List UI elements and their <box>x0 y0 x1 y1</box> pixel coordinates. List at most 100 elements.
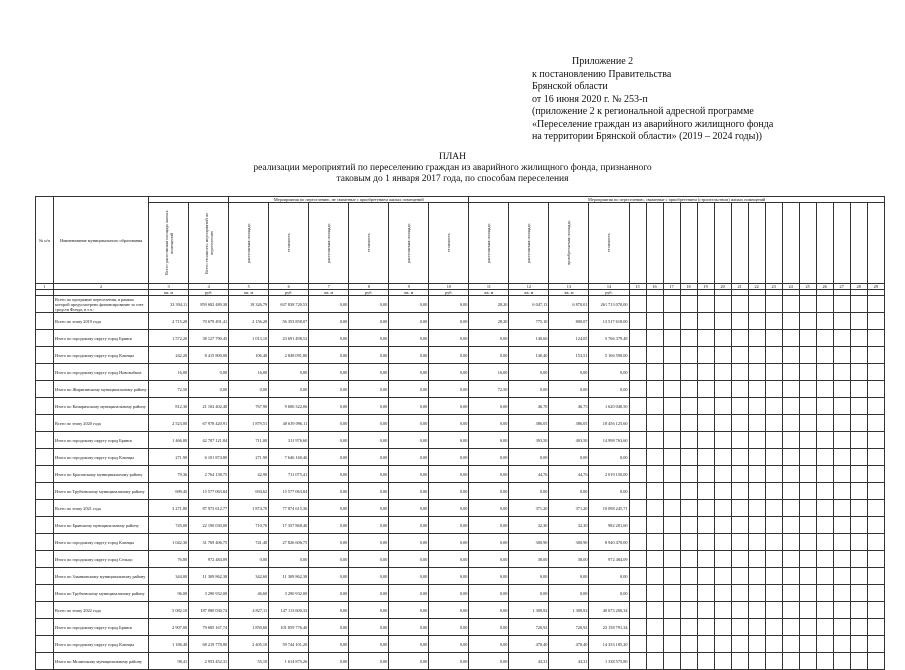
empty-cell <box>679 516 698 534</box>
empty-cell <box>866 482 886 500</box>
row-name: Всего по этапу 2022 года <box>53 601 150 619</box>
empty-cell <box>798 652 817 670</box>
row-name: Итого по городскому округу город Брянск <box>53 618 150 636</box>
row-value: 0,00 <box>388 652 430 670</box>
row-value: 0,00 <box>388 329 430 347</box>
empty-cell <box>747 499 766 517</box>
row-value: 70 679 491,41 <box>188 312 230 330</box>
row-value: 0,00 <box>308 652 350 670</box>
empty-cell <box>866 329 886 347</box>
row-value: 38,00 <box>508 550 550 568</box>
empty-cell <box>866 516 886 534</box>
empty-cell <box>730 312 749 330</box>
row-value: 0,00 <box>428 567 470 585</box>
empty-cell <box>730 346 749 364</box>
row-value: 23 691 498,52 <box>268 329 310 347</box>
plan-title: ПЛАН реализации мероприятий по переселени… <box>0 152 905 185</box>
row-value: 0,00 <box>588 380 630 398</box>
empty-cell <box>747 380 766 398</box>
empty-cell <box>764 550 783 568</box>
empty-cell <box>815 465 834 483</box>
row-value: 371,20 <box>508 499 550 517</box>
empty-cell <box>866 550 886 568</box>
empty-cell <box>866 652 886 670</box>
row-name: Всего по этапу 2020 года <box>53 414 150 432</box>
header-cell: расселяемая площадь <box>388 202 430 284</box>
row-value: 0,00 <box>428 380 470 398</box>
row-value: 1 620 040,50 <box>588 397 630 415</box>
empty-cell <box>730 448 749 466</box>
row-number-cell <box>34 414 55 432</box>
row-value: 0,00 <box>388 601 430 619</box>
row-name: Итого по городскому округу город Клинцы <box>53 533 150 551</box>
row-value: 0,00 <box>428 448 470 466</box>
row-number-cell <box>34 516 55 534</box>
empty-cell <box>662 414 681 432</box>
row-value: 5 082,10 <box>148 601 190 619</box>
row-value: 77 874 615,36 <box>268 499 310 517</box>
row-value: 6 101 874,80 <box>188 448 230 466</box>
header-line: (приложение 2 к региональной адресной пр… <box>532 106 754 117</box>
empty-cell <box>798 465 817 483</box>
row-value: 0,00 <box>428 414 470 432</box>
header-line: от 16 июня 2020 г. № 253-п <box>532 93 648 105</box>
empty-cell <box>696 363 715 381</box>
row-value: 16,00 <box>228 363 270 381</box>
empty-cell <box>747 652 766 670</box>
empty-cell <box>849 601 868 619</box>
row-value: 271,90 <box>228 448 270 466</box>
empty-cell <box>849 414 868 432</box>
empty-cell <box>866 295 886 313</box>
empty-cell <box>764 312 783 330</box>
row-value: 79 685 167,74 <box>188 618 230 636</box>
empty-cell <box>849 516 868 534</box>
row-value: 637 838 720,53 <box>268 295 310 313</box>
empty-cell <box>798 363 817 381</box>
row-value: 0,00 <box>308 567 350 585</box>
empty-cell <box>713 601 732 619</box>
empty-cell <box>815 618 834 636</box>
header-cell <box>781 202 800 284</box>
data-row: Итого по городскому округу город Сельцо 7… <box>34 550 886 568</box>
empty-cell <box>832 346 851 364</box>
row-value: 0,00 <box>348 414 390 432</box>
empty-cell <box>832 482 851 500</box>
row-value: 4 827,11 <box>228 601 270 619</box>
empty-cell <box>764 397 783 415</box>
row-value: 68 219 778,80 <box>188 635 230 653</box>
row-value: 0,00 <box>348 550 390 568</box>
empty-cell <box>866 312 886 330</box>
header-cell <box>645 202 664 284</box>
empty-cell <box>713 499 732 517</box>
row-number-cell <box>34 584 55 602</box>
row-value: 2 019 150,00 <box>588 465 630 483</box>
row-value: 14 998 763,60 <box>588 431 630 449</box>
row-value: 1 572,20 <box>148 329 190 347</box>
row-value: 261 713 070,00 <box>588 295 630 313</box>
empty-cell <box>662 346 681 364</box>
row-value: 0,00 <box>548 482 590 500</box>
empty-cell <box>628 448 647 466</box>
row-value: 21 102 402,40 <box>188 397 230 415</box>
header-cell <box>849 202 868 284</box>
row-value: 1 338 575,80 <box>588 652 630 670</box>
row-value: 124,05 <box>548 329 590 347</box>
row-value: 76,80 <box>148 550 190 568</box>
empty-cell <box>764 635 783 653</box>
empty-cell <box>730 635 749 653</box>
row-value: 18 326,79 <box>228 295 270 313</box>
row-value: 2 953 452,31 <box>188 652 230 670</box>
data-row: Итого по Брасовскому муниципальному райо… <box>34 465 886 483</box>
empty-cell <box>764 363 783 381</box>
empty-cell <box>696 397 715 415</box>
row-value: 0,00 <box>308 550 350 568</box>
empty-cell <box>662 312 681 330</box>
empty-cell <box>781 516 800 534</box>
empty-cell <box>713 431 732 449</box>
row-value: 3 290 932,00 <box>268 584 310 602</box>
empty-cell <box>645 635 664 653</box>
row-value: 0,00 <box>468 652 510 670</box>
row-value: 0,00 <box>588 482 630 500</box>
row-value: 0,00 <box>388 295 430 313</box>
